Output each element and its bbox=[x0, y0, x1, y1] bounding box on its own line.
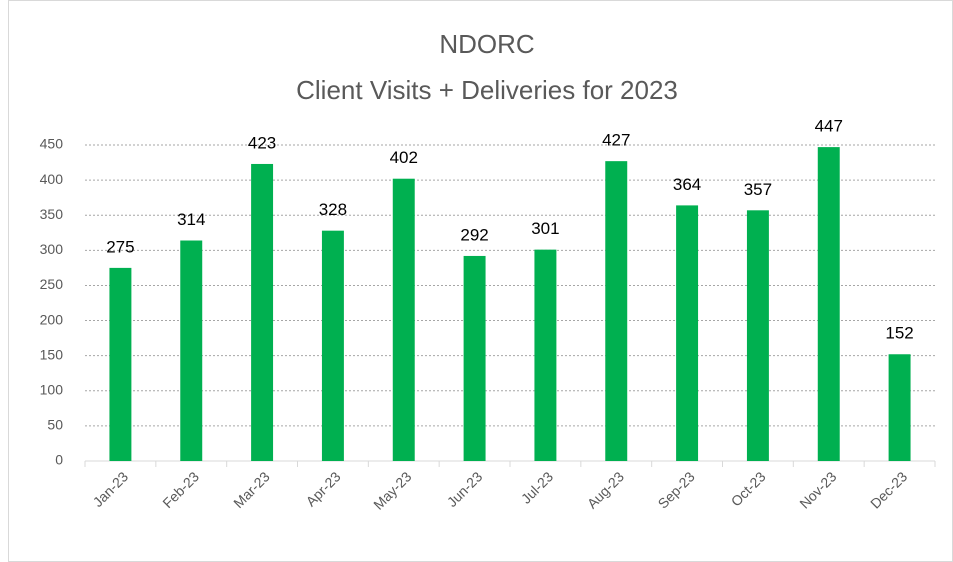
data-label: 357 bbox=[744, 180, 772, 199]
chart-subtitle: Client Visits + Deliveries for 2023 bbox=[296, 75, 678, 105]
data-label: 402 bbox=[390, 148, 418, 167]
bar bbox=[392, 178, 415, 461]
data-label: 423 bbox=[248, 133, 276, 152]
y-tick-label: 150 bbox=[40, 346, 64, 362]
bar bbox=[817, 147, 840, 461]
bar bbox=[888, 354, 911, 461]
bar bbox=[534, 249, 557, 461]
data-label: 301 bbox=[531, 219, 559, 238]
y-tick-label: 0 bbox=[55, 452, 63, 468]
bar bbox=[746, 210, 769, 461]
data-label: 275 bbox=[106, 237, 134, 256]
bar bbox=[676, 205, 699, 461]
data-label: 427 bbox=[602, 131, 630, 150]
data-label: 328 bbox=[319, 200, 347, 219]
y-tick-label: 200 bbox=[40, 311, 64, 327]
bar bbox=[109, 267, 132, 461]
bar bbox=[605, 161, 628, 461]
y-tick-label: 450 bbox=[40, 136, 64, 152]
y-tick-label: 100 bbox=[40, 381, 64, 397]
bar bbox=[321, 230, 344, 461]
data-label: 292 bbox=[460, 225, 488, 244]
bar bbox=[463, 255, 486, 461]
data-label: 152 bbox=[885, 324, 913, 343]
y-tick-label: 400 bbox=[40, 171, 64, 187]
y-tick-label: 50 bbox=[47, 417, 63, 433]
y-tick-label: 350 bbox=[40, 206, 64, 222]
y-tick-label: 250 bbox=[40, 276, 64, 292]
bar bbox=[180, 240, 203, 461]
chart-title: NDORC bbox=[439, 29, 534, 59]
data-label: 447 bbox=[815, 117, 843, 136]
data-label: 314 bbox=[177, 210, 205, 229]
bar bbox=[251, 163, 274, 461]
data-label: 364 bbox=[673, 175, 701, 194]
y-tick-label: 300 bbox=[40, 241, 64, 257]
